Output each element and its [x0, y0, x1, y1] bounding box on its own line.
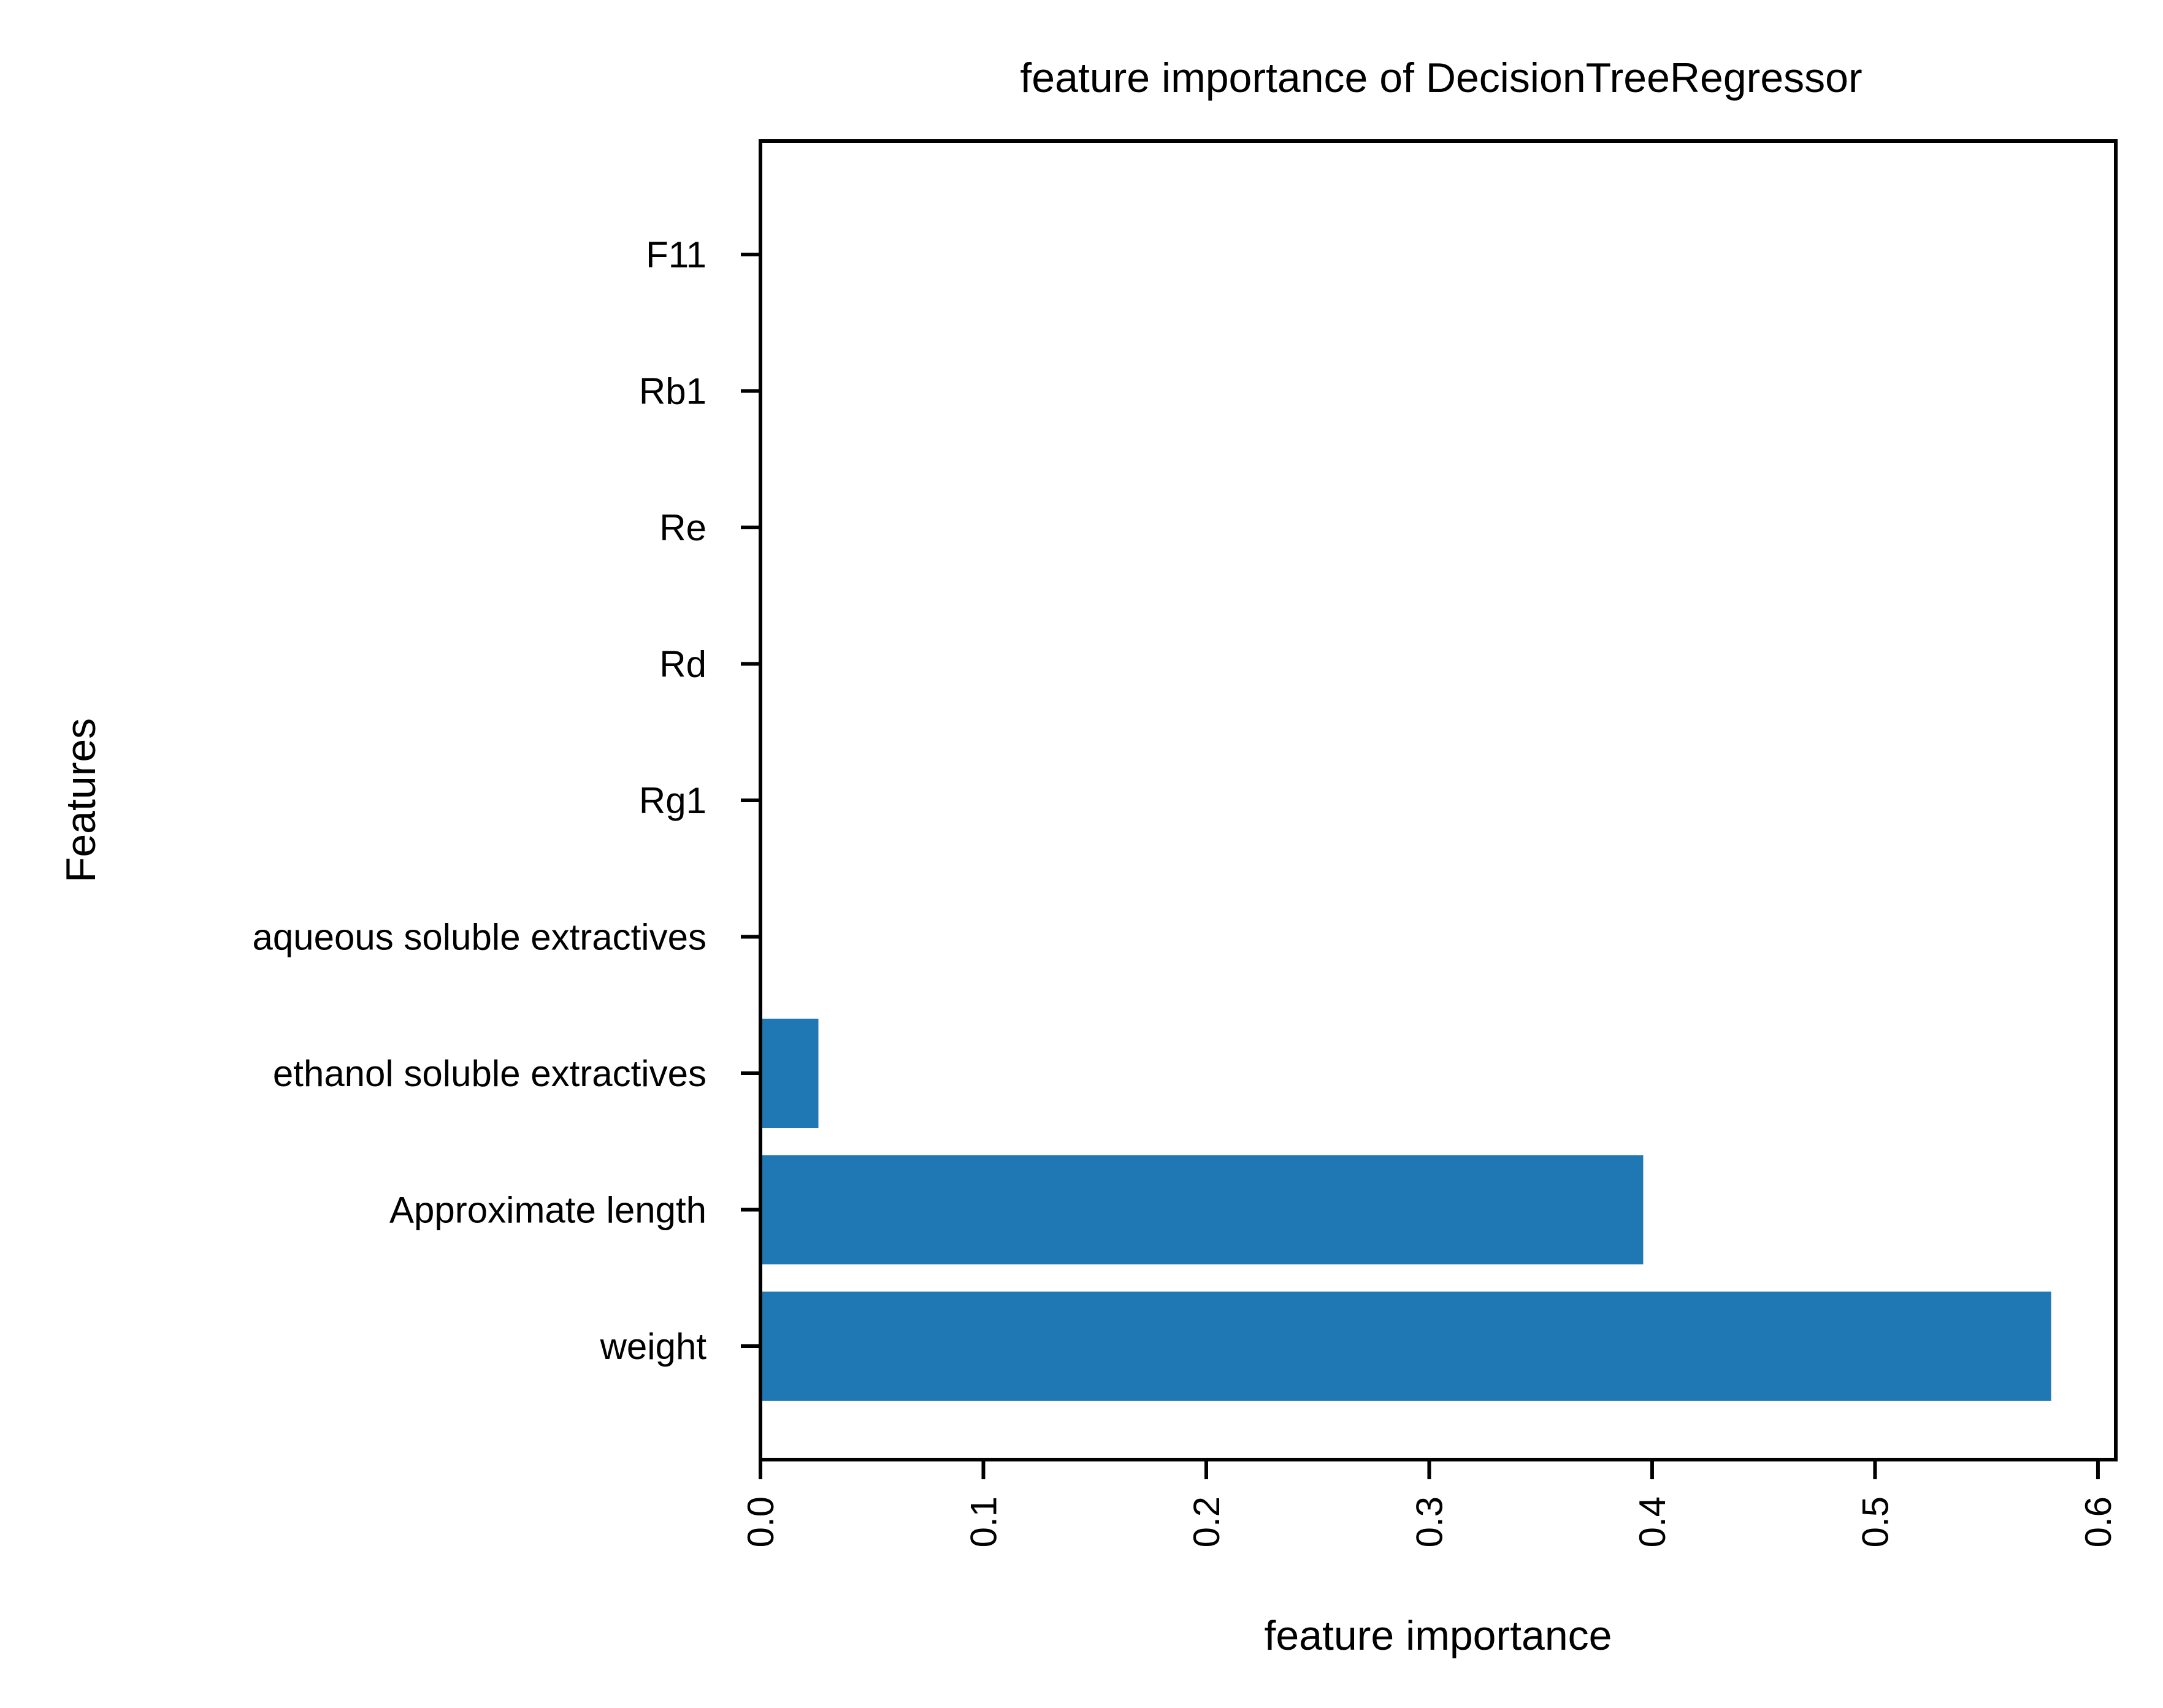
- y-axis-ticks: weight Approximate length ethanol soluble …: [253, 234, 760, 1367]
- x-tick-label: 0.5: [1855, 1496, 1896, 1547]
- x-axis-ticks: 0.0 0.1 0.2 0.3 0.4 0.5 0.6: [740, 1460, 2119, 1547]
- y-tick-label: aqueous soluble extractives: [253, 917, 706, 958]
- y-tick-label: Rb1: [639, 371, 706, 412]
- y-tick-label: F11: [646, 234, 706, 275]
- y-axis-title: Features: [58, 718, 104, 883]
- x-tick-label: 0.4: [1632, 1496, 1673, 1547]
- bar-approximate-length: [760, 1155, 1644, 1265]
- y-tick-label: Re: [659, 507, 706, 548]
- x-tick-label: 0.6: [2078, 1496, 2119, 1547]
- bar-weight: [760, 1292, 2051, 1401]
- y-tick-label: Rd: [659, 644, 706, 685]
- x-axis-title: feature importance: [1265, 1612, 1612, 1659]
- bars-group: [760, 1019, 2051, 1401]
- x-tick-label: 0.1: [963, 1496, 1004, 1547]
- chart-title: feature importance of DecisionTreeRegres…: [1020, 55, 1862, 101]
- x-tick-label: 0.0: [740, 1496, 781, 1547]
- y-tick-label: Approximate length: [389, 1190, 706, 1231]
- x-tick-label: 0.2: [1186, 1496, 1227, 1547]
- y-tick-label: Rg1: [639, 780, 706, 821]
- y-tick-label: ethanol soluble extractives: [273, 1053, 706, 1094]
- x-tick-label: 0.3: [1409, 1496, 1450, 1547]
- bar-ethanol-soluble-extractives: [760, 1019, 819, 1128]
- y-tick-label: weight: [600, 1326, 707, 1367]
